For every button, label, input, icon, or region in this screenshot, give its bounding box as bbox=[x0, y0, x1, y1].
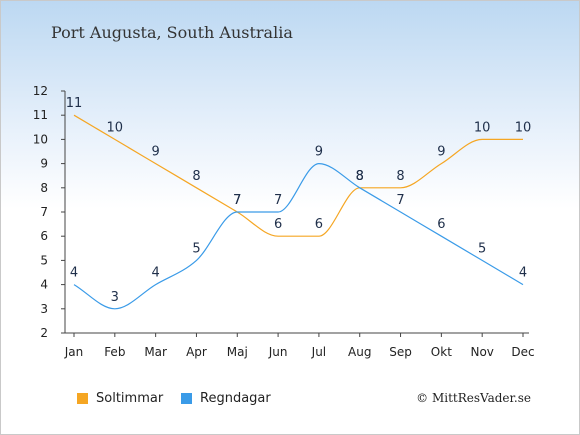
soltimmar-series-line bbox=[73, 114, 523, 237]
x-tick-label: Jun bbox=[268, 345, 288, 359]
regndagar-data-label: 5 bbox=[478, 241, 486, 256]
x-tick-label: Dec bbox=[511, 345, 534, 359]
x-tick-label: Jul bbox=[311, 345, 326, 359]
soltimmar-data-label: 10 bbox=[515, 120, 532, 135]
soltimmar-data-label: 10 bbox=[107, 120, 124, 135]
regndagar-swatch bbox=[181, 393, 192, 404]
legend-item-regndagar: Regndagar bbox=[181, 391, 271, 406]
y-tick-label: 10 bbox=[33, 132, 48, 146]
regndagar-data-label: 4 bbox=[70, 266, 78, 281]
soltimmar-data-label: 9 bbox=[437, 145, 445, 160]
soltimmar-data-label: 10 bbox=[474, 120, 491, 135]
y-tick-label: 7 bbox=[40, 205, 48, 219]
x-tick-label: Okt bbox=[431, 345, 452, 359]
regndagar-data-label: 6 bbox=[437, 217, 445, 232]
y-tick-label: 3 bbox=[40, 302, 48, 316]
y-tick-label: 11 bbox=[33, 108, 48, 122]
x-tick-label: Feb bbox=[104, 345, 125, 359]
soltimmar-swatch bbox=[77, 393, 88, 404]
regndagar-data-label: 9 bbox=[315, 145, 323, 160]
y-tick-label: 6 bbox=[40, 229, 48, 243]
x-tick-label: Maj bbox=[227, 345, 248, 359]
y-tick-label: 9 bbox=[40, 157, 48, 171]
regndagar-series-line bbox=[73, 162, 524, 310]
regndagar-data-label: 7 bbox=[274, 193, 282, 208]
x-tick-label: Aug bbox=[348, 345, 371, 359]
chart-title: Port Augusta, South Australia bbox=[51, 23, 293, 42]
credit-text: © MittResVader.se bbox=[416, 391, 531, 405]
x-tick-label: Apr bbox=[186, 345, 207, 359]
regndagar-data-label: 5 bbox=[192, 241, 200, 256]
regndagar-data-label: 3 bbox=[111, 290, 119, 305]
regndagar-data-label: 4 bbox=[519, 266, 527, 281]
legend-label-soltimmar: Soltimmar bbox=[96, 391, 164, 406]
y-tick-label: 12 bbox=[33, 84, 48, 98]
soltimmar-data-label: 8 bbox=[356, 169, 364, 184]
y-tick-label: 5 bbox=[40, 253, 48, 267]
regndagar-data-label: 7 bbox=[396, 193, 404, 208]
x-tick-label: Jan bbox=[64, 345, 84, 359]
soltimmar-data-label: 6 bbox=[315, 217, 323, 232]
x-tick-label: Sep bbox=[389, 345, 412, 359]
y-tick-label: 4 bbox=[40, 278, 48, 292]
legend-item-soltimmar: Soltimmar bbox=[77, 391, 163, 406]
soltimmar-data-label: 9 bbox=[151, 145, 159, 160]
regndagar-data-label: 4 bbox=[151, 266, 159, 281]
regndagar-data-label: 7 bbox=[233, 193, 241, 208]
soltimmar-data-label: 8 bbox=[192, 169, 200, 184]
regndagar-data-label: 8 bbox=[356, 169, 364, 184]
x-tick-label: Nov bbox=[470, 345, 493, 359]
legend-label-regndagar: Regndagar bbox=[200, 391, 271, 406]
y-tick-label: 2 bbox=[40, 326, 48, 340]
soltimmar-data-label: 6 bbox=[274, 217, 282, 232]
soltimmar-data-label: 7 bbox=[233, 193, 241, 208]
y-tick-label: 8 bbox=[40, 181, 48, 195]
x-tick-label: Mar bbox=[144, 345, 167, 359]
soltimmar-data-label: 11 bbox=[66, 96, 83, 111]
soltimmar-data-label: 8 bbox=[396, 169, 404, 184]
